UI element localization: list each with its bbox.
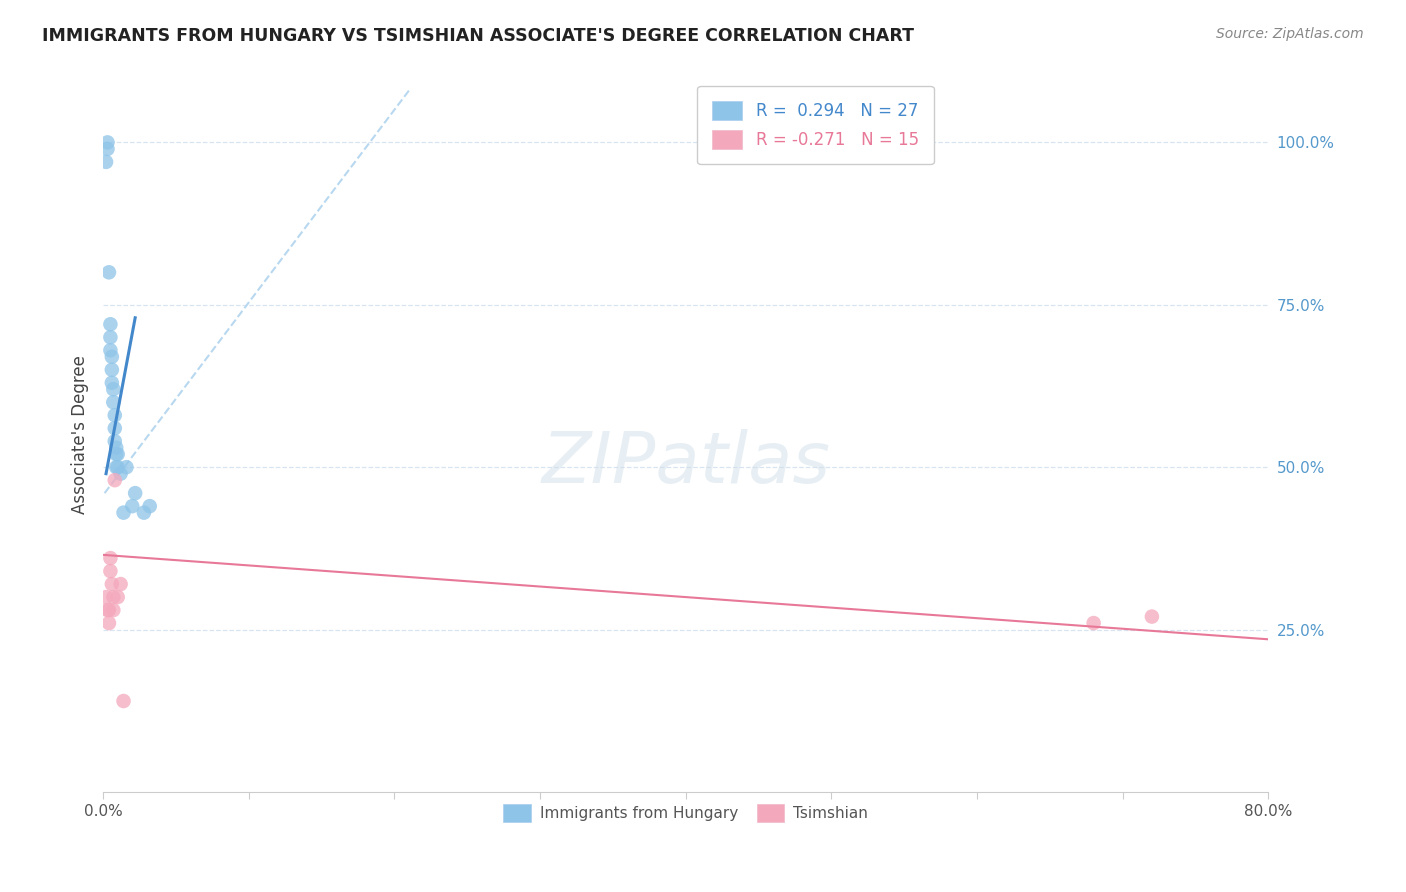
Text: Source: ZipAtlas.com: Source: ZipAtlas.com [1216, 27, 1364, 41]
Point [1140, 609, 1163, 624]
Point [103, 382, 125, 396]
Point [105, 447, 128, 461]
Point [100, 318, 122, 332]
Point [101, 577, 124, 591]
Text: IMMIGRANTS FROM HUNGARY VS TSIMSHIAN ASSOCIATE'S DEGREE CORRELATION CHART: IMMIGRANTS FROM HUNGARY VS TSIMSHIAN ASS… [42, 27, 914, 45]
Point [103, 395, 125, 409]
Point [94, 590, 117, 604]
Point [101, 363, 124, 377]
Point [104, 473, 127, 487]
Y-axis label: Associate's Degree: Associate's Degree [72, 355, 89, 514]
Point [94, 154, 117, 169]
Point [104, 434, 127, 449]
Point [104, 421, 127, 435]
Point [105, 460, 128, 475]
Point [97, 603, 120, 617]
Point [132, 506, 155, 520]
Point [96, 136, 118, 150]
Point [100, 330, 122, 344]
Text: ZIPatlas: ZIPatlas [541, 429, 831, 498]
Point [103, 590, 125, 604]
Point [100, 551, 122, 566]
Point [110, 467, 132, 481]
Point [112, 506, 135, 520]
Point [112, 694, 135, 708]
Legend: Immigrants from Hungary, Tsimshian: Immigrants from Hungary, Tsimshian [491, 792, 880, 834]
Point [121, 499, 143, 513]
Point [104, 408, 127, 422]
Point [96, 603, 118, 617]
Point [100, 564, 122, 578]
Point [105, 441, 128, 455]
Point [115, 460, 138, 475]
Point [107, 460, 129, 475]
Point [107, 590, 129, 604]
Point [110, 577, 132, 591]
Point [97, 265, 120, 279]
Point [101, 350, 124, 364]
Point [107, 447, 129, 461]
Point [1083, 616, 1105, 631]
Point [103, 603, 125, 617]
Point [97, 616, 120, 631]
Point [101, 376, 124, 390]
Point [96, 142, 118, 156]
Point [124, 486, 146, 500]
Point [139, 499, 162, 513]
Point [100, 343, 122, 358]
